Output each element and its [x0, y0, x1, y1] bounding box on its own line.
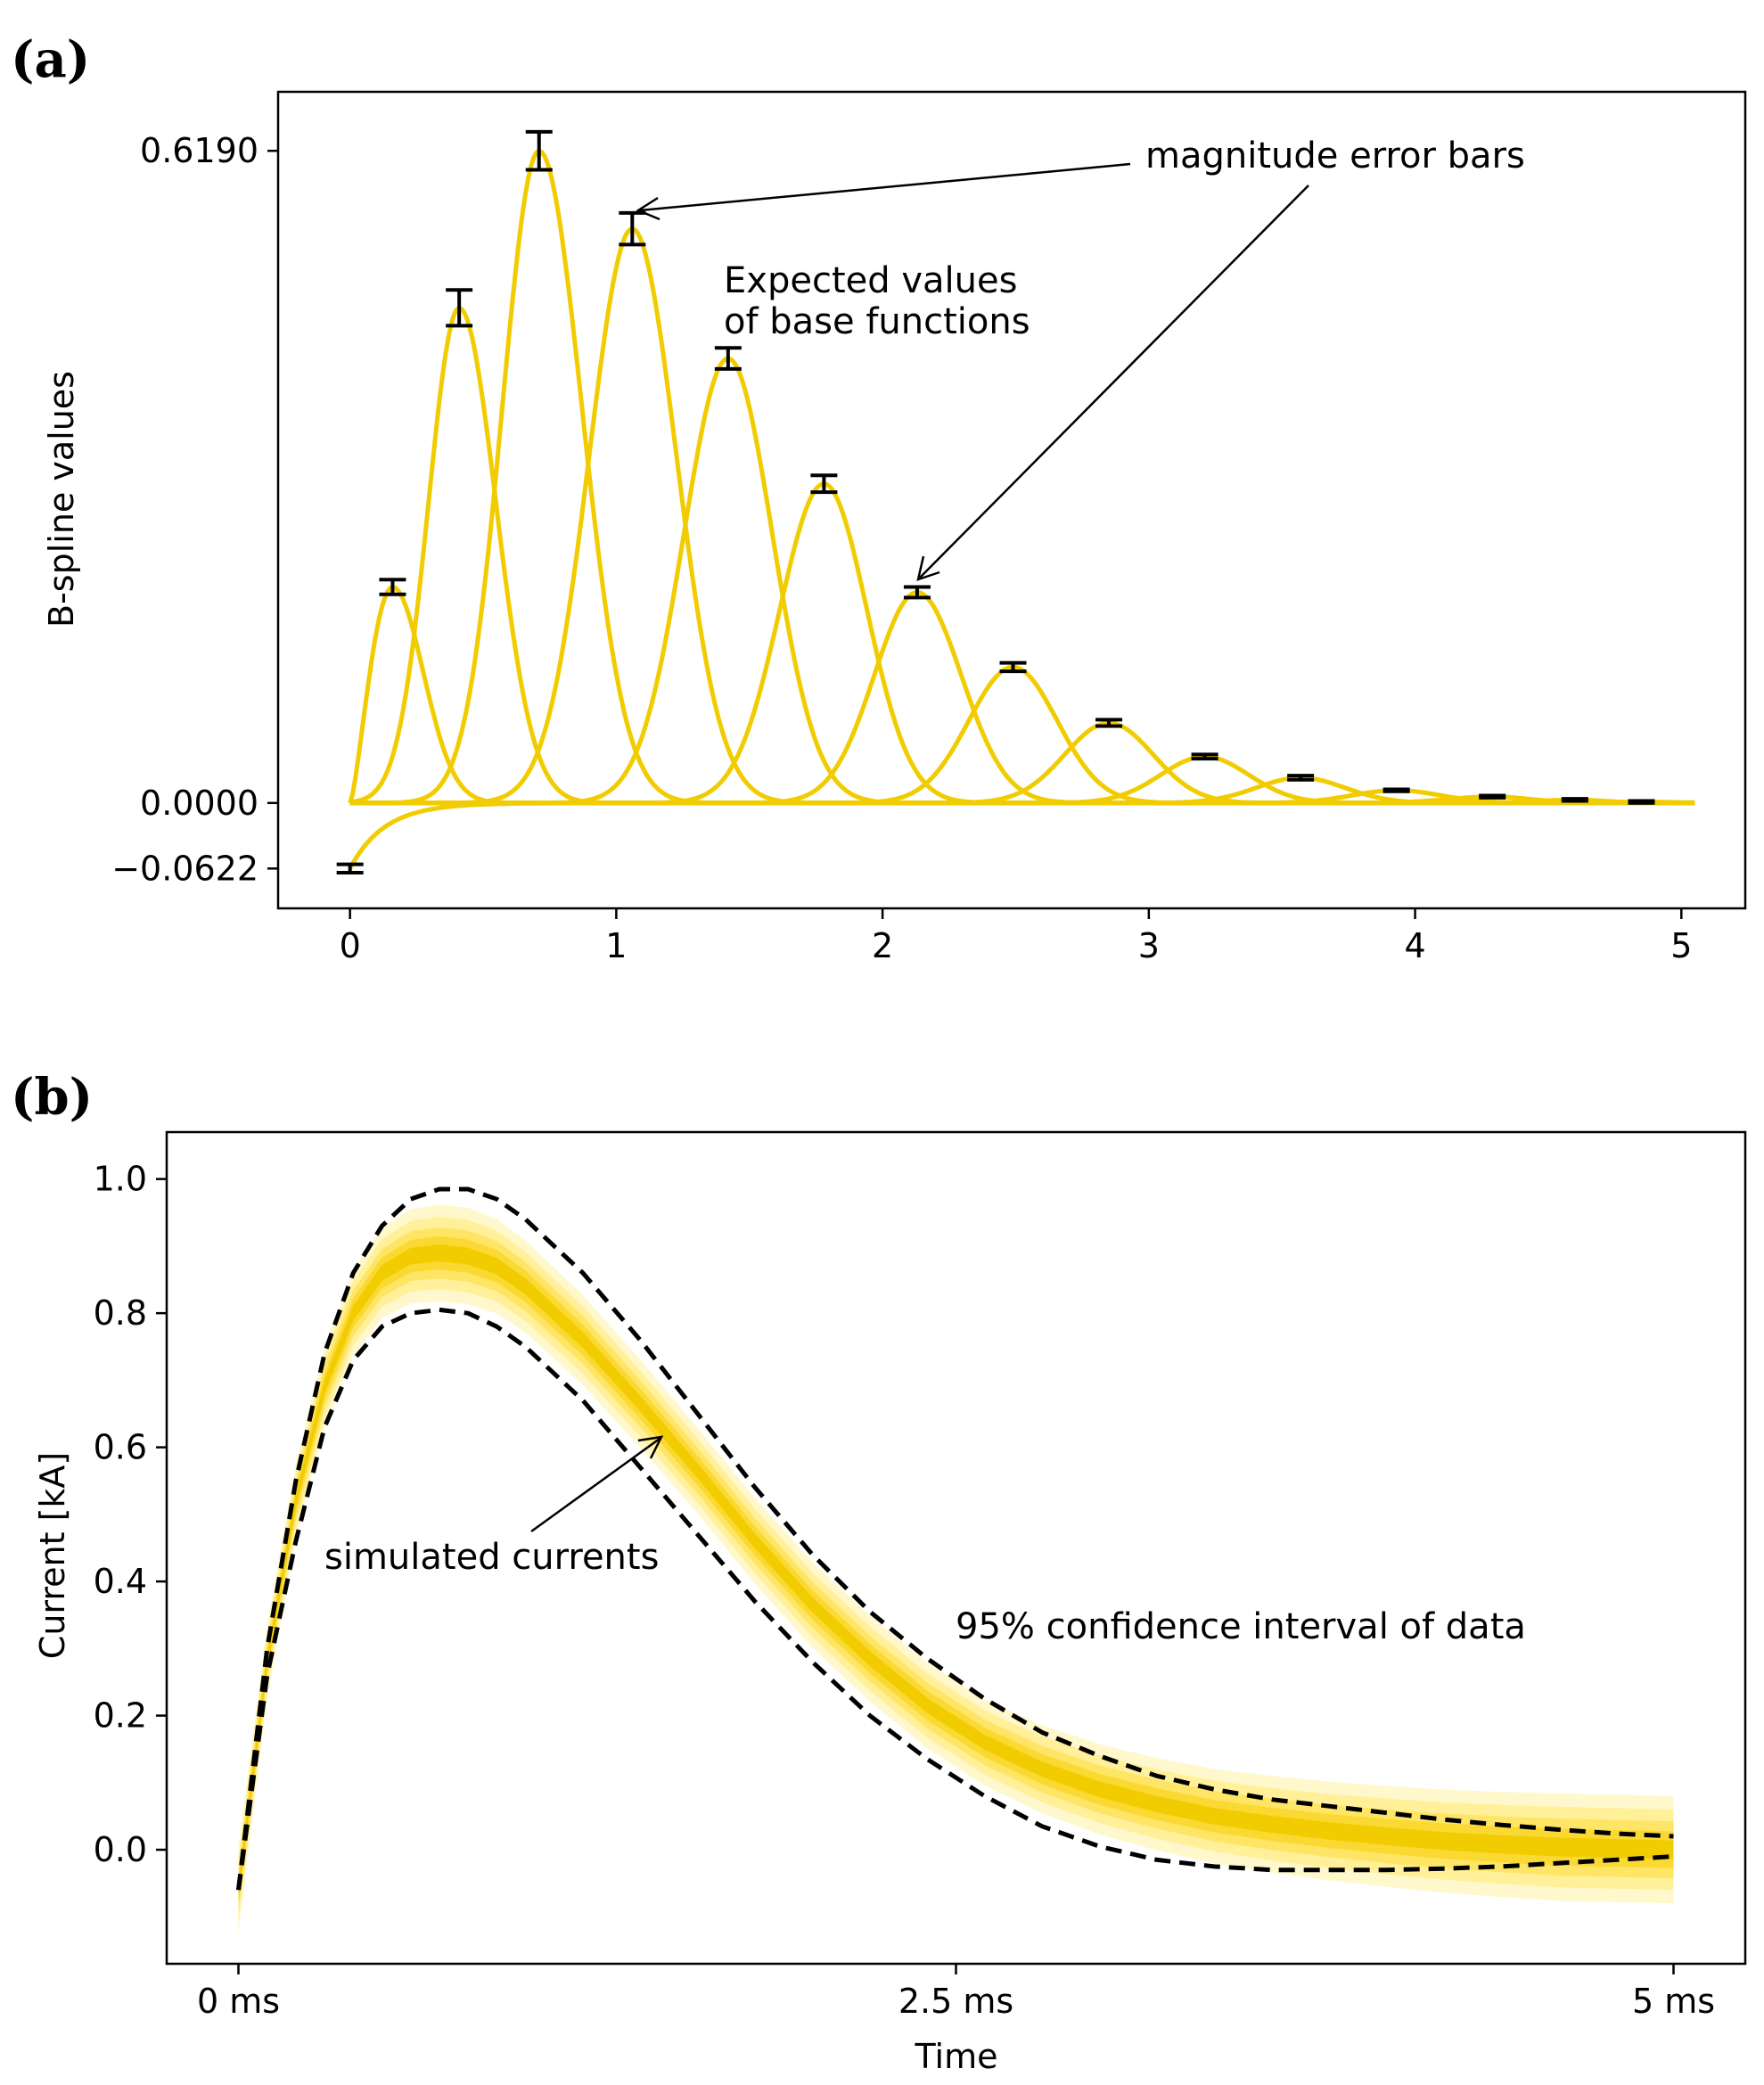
basis-curves — [348, 148, 1695, 870]
x-tick-label: 2.5 ms — [898, 1982, 1013, 2021]
error-bars — [336, 129, 1655, 875]
arrow-to-peak-7 — [919, 185, 1309, 579]
x-tick-label: 3 — [1138, 926, 1160, 965]
confidence-interval-lines — [236, 1186, 1674, 1891]
panel-b-xlabel: Time — [915, 2037, 998, 2076]
ci-label: 95% confidence interval of data — [956, 1606, 1526, 1647]
error-bar-7 — [903, 585, 931, 600]
error-bar-15 — [1628, 799, 1655, 805]
basis-function-15 — [349, 800, 1695, 806]
y-tick-label: 1.0 — [94, 1160, 147, 1199]
panel-a-label: (a) — [11, 30, 90, 89]
basis-function-5 — [349, 356, 1695, 806]
y-tick-label: −0.0622 — [111, 849, 258, 888]
simulated-currents-label: simulated currents — [324, 1537, 659, 1578]
panel-b-x-ticks: 0 ms 2.5 ms 5 ms — [197, 1964, 1715, 2021]
panel-a: (a) 0 1 2 3 4 5 0.6190 0.0000 −0.0622 B-spline … — [11, 30, 1747, 965]
panel-b-ylabel: Current [kA] — [33, 1452, 72, 1659]
error-bar-8 — [999, 661, 1027, 674]
error-bar-11 — [1287, 774, 1315, 782]
basis-function-0 — [348, 800, 1695, 870]
panel-a-x-ticks: 0 1 2 3 4 5 — [340, 908, 1692, 965]
x-tick-label: 5 ms — [1632, 1982, 1715, 2021]
basis-label-line2: of base functions — [724, 301, 1030, 342]
error-arrows — [636, 162, 1309, 581]
error-bar-1 — [379, 578, 406, 596]
y-tick-label: 0.2 — [94, 1696, 147, 1736]
x-tick-label: 0 — [340, 926, 361, 965]
sim-arrow-line — [530, 1437, 660, 1533]
error-bar-13 — [1479, 793, 1506, 800]
sim-arrow — [530, 1435, 664, 1533]
basis-function-6 — [349, 481, 1695, 806]
panel-a-y-ticks: 0.6190 0.0000 −0.0622 — [111, 131, 278, 888]
error-bars-label: magnitude error bars — [1145, 135, 1525, 176]
arrow-head-2 — [916, 555, 940, 581]
y-tick-label: 0.4 — [94, 1562, 147, 1601]
y-tick-label: 0.8 — [94, 1293, 147, 1333]
x-tick-label: 2 — [872, 926, 893, 965]
y-tick-label: 0.0000 — [140, 784, 258, 823]
error-bar-9 — [1095, 718, 1123, 728]
error-bar-5 — [714, 346, 742, 371]
error-bar-12 — [1382, 787, 1410, 793]
arrow-head-1 — [636, 196, 660, 221]
y-tick-label: 0.6190 — [140, 131, 258, 170]
x-tick-label: 4 — [1404, 926, 1425, 965]
error-bar-2 — [446, 288, 473, 328]
ci-upper-line — [236, 1186, 1674, 1891]
y-tick-label: 0.0 — [94, 1830, 147, 1869]
panel-a-ylabel: B-spline values — [42, 371, 81, 628]
error-bar-4 — [619, 210, 646, 247]
x-tick-label: 0 ms — [197, 1982, 280, 2021]
error-bar-3 — [525, 129, 553, 172]
x-tick-label: 1 — [605, 926, 627, 965]
panel-b-y-ticks: 0.0 0.2 0.4 0.6 0.8 1.0 — [94, 1160, 167, 1869]
sim-arrow-head — [637, 1435, 664, 1459]
panel-b: (b) 0 ms 2.5 ms 5 ms 0.0 0.2 0.4 0.6 0.8 1.0 Cu… — [11, 1068, 1747, 2076]
error-bar-6 — [810, 473, 838, 495]
simulated-current-bands — [238, 1204, 1674, 1933]
x-tick-label: 5 — [1670, 926, 1692, 965]
basis-label-line1: Expected values — [724, 260, 1017, 301]
arrow-to-peak-4 — [639, 162, 1131, 212]
y-tick-label: 0.6 — [94, 1428, 147, 1467]
basis-function-9 — [349, 720, 1695, 806]
panel-a-frame — [276, 90, 1747, 910]
panel-b-label: (b) — [11, 1068, 93, 1127]
error-bar-10 — [1191, 752, 1218, 761]
basis-function-2 — [349, 305, 1695, 806]
error-bar-0 — [336, 862, 364, 875]
ci-lower-line — [236, 1307, 1674, 1891]
error-bar-14 — [1561, 797, 1588, 803]
